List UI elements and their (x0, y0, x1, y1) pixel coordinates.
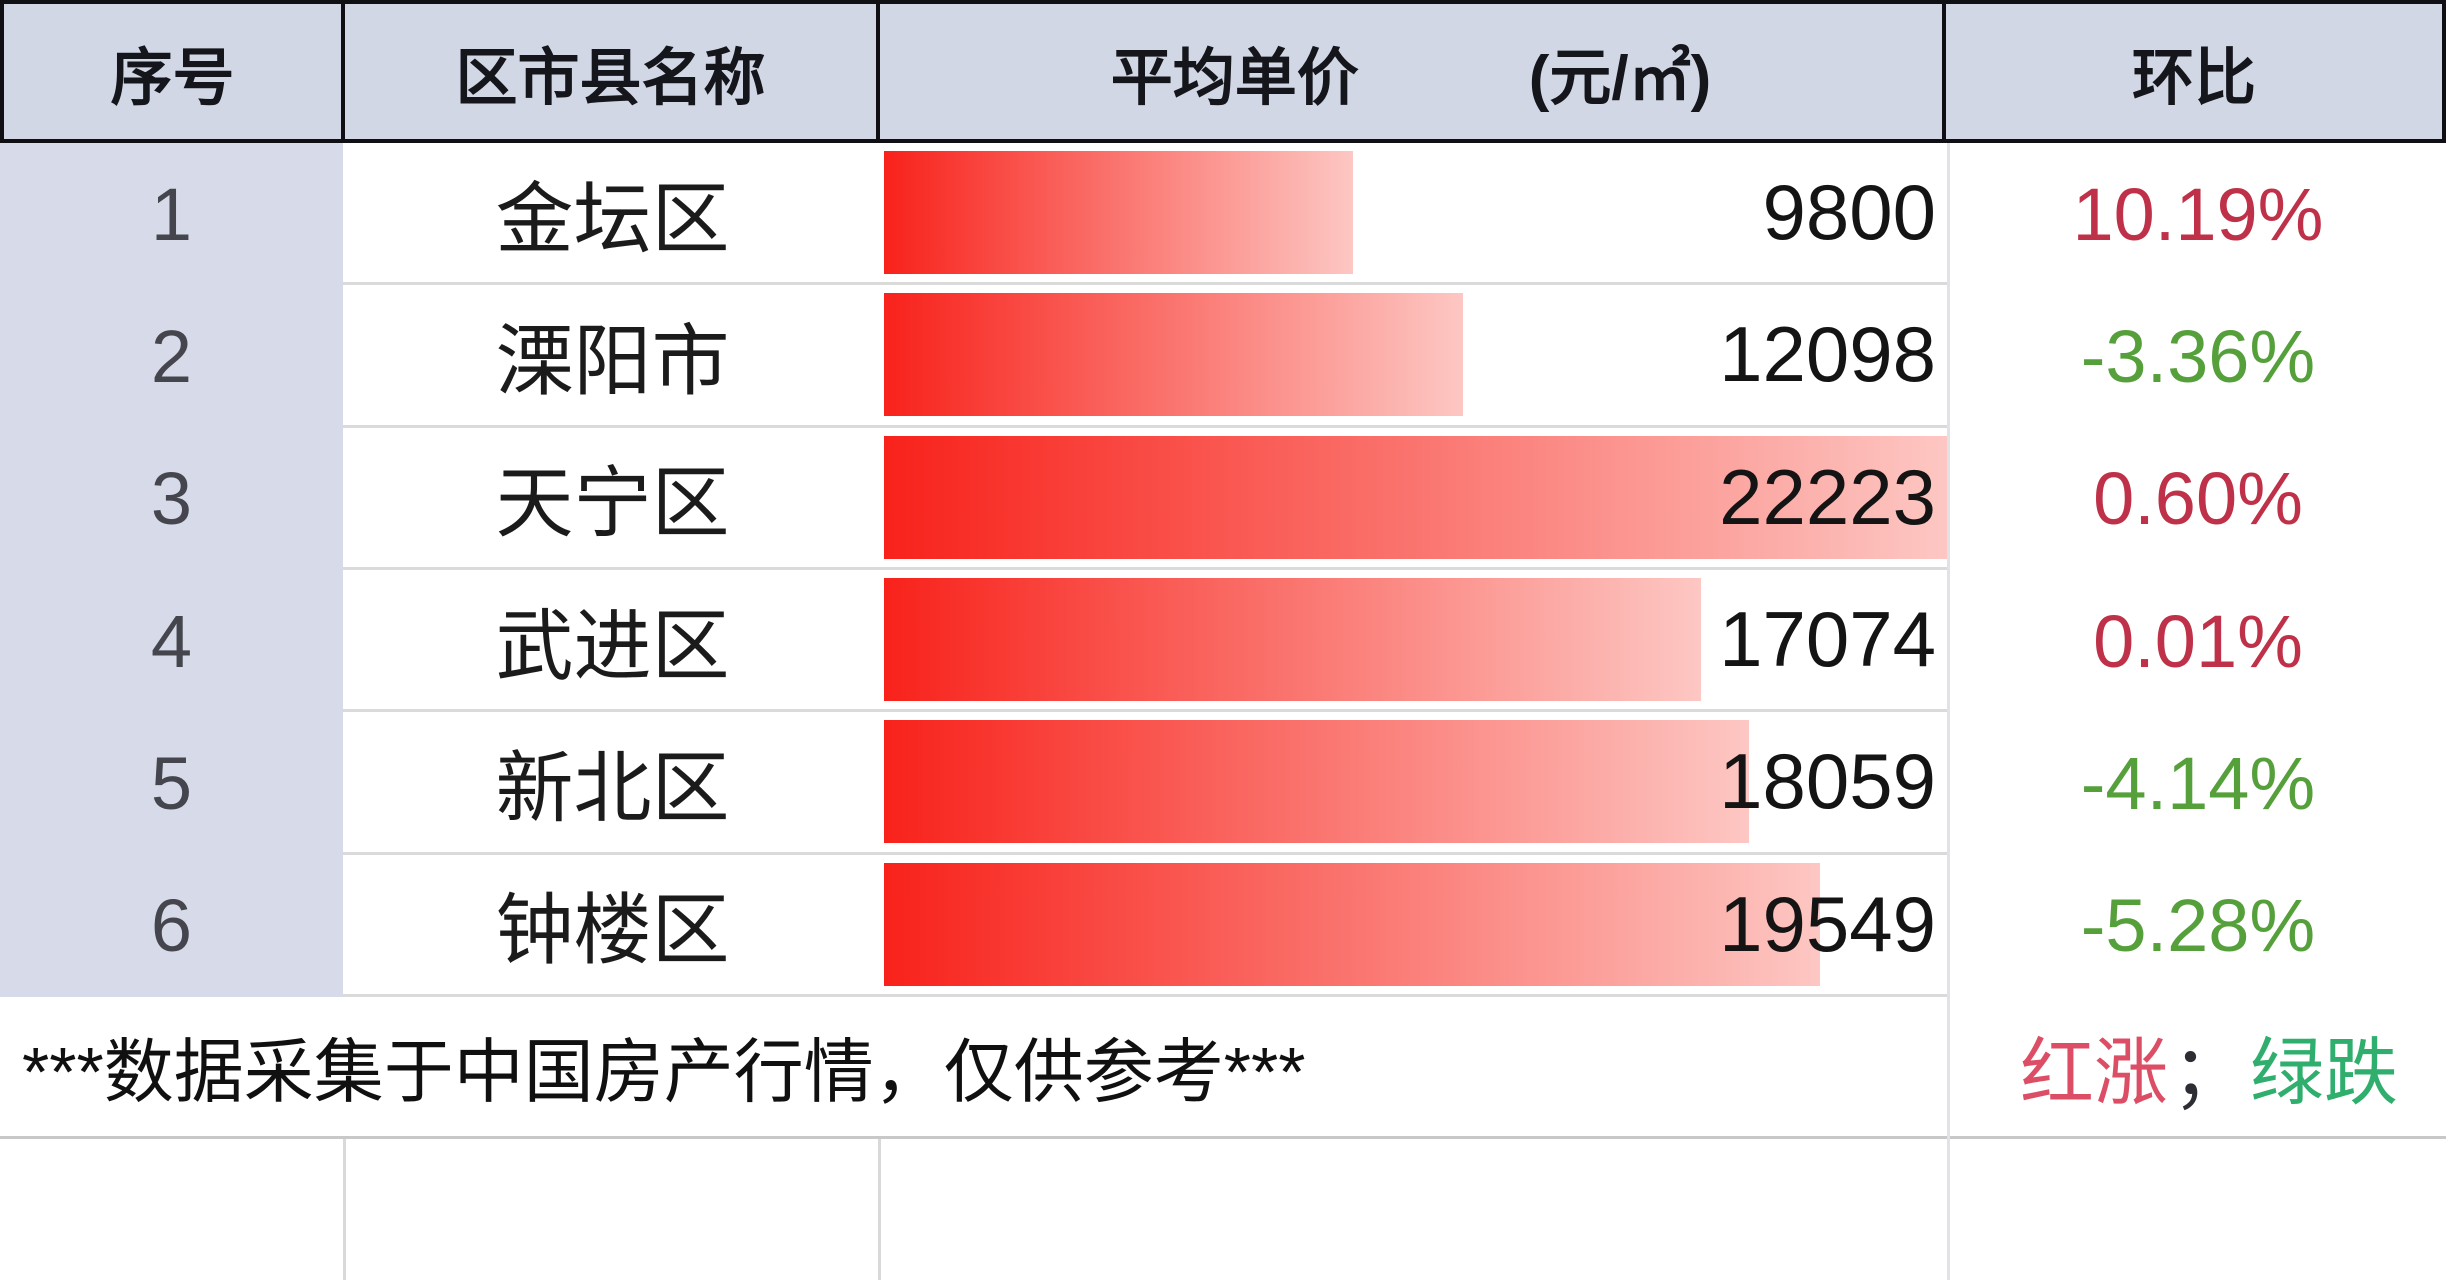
price-value: 9800 (1762, 168, 1936, 257)
cell-district: 钟楼区 (343, 855, 882, 997)
table-row: 4 武进区 17074 0.01% (0, 569, 2446, 713)
price-bar (884, 435, 1948, 559)
legend-separator: ； (2172, 1030, 2246, 1114)
price-value: 19549 (1719, 879, 1936, 968)
cell-price: 22223 (882, 428, 1950, 570)
cell-change: 10.19% (2072, 172, 2324, 256)
cell-index: 3 (0, 427, 343, 570)
cell-price: 12098 (882, 285, 1950, 428)
cell-district: 溧阳市 (343, 285, 882, 428)
footer-row: ***数据采集于中国房产行情，仅供参考*** 红涨 ； 绿跌 (0, 996, 2446, 1139)
cell-district: 新北区 (343, 712, 882, 855)
price-value: 17074 (1719, 595, 1936, 684)
cell-change: -3.36% (2080, 314, 2316, 398)
cell-index: 1 (0, 143, 343, 286)
cell-district: 金坛区 (343, 143, 882, 286)
table-body: 1 金坛区 9800 10.19% 2 溧阳市 12098 -3.36% 3 天… (0, 143, 2446, 997)
cell-index: 2 (0, 285, 343, 428)
cell-price: 9800 (882, 143, 1950, 286)
cell-price: 19549 (882, 855, 1950, 997)
cell-change: 0.60% (2093, 457, 2303, 541)
price-bar (884, 862, 1820, 986)
cell-price: 17074 (882, 570, 1950, 713)
table-header-row: 序号 区市县名称 平均单价 (元/㎡) 环比 (0, 0, 2446, 143)
table-row: 2 溧阳市 12098 -3.36% (0, 285, 2446, 428)
cell-index: 4 (0, 569, 343, 713)
legend-down-label: 绿跌 (2250, 1030, 2398, 1114)
header-cell-district: 区市县名称 (345, 4, 880, 139)
price-value: 12098 (1719, 310, 1936, 399)
price-bar (884, 151, 1353, 274)
price-value: 18059 (1719, 737, 1936, 826)
table-row: 5 新北区 18059 -4.14% (0, 712, 2446, 855)
table-row: 1 金坛区 9800 10.19% (0, 143, 2446, 286)
price-value: 22223 (1719, 452, 1936, 541)
footer-note: ***数据采集于中国房产行情，仅供参考*** (22, 1032, 1306, 1111)
cell-change: -5.28% (2080, 884, 2316, 968)
header-price-unit: (元/㎡) (1528, 43, 1712, 113)
table-row: 6 钟楼区 19549 -5.28% (0, 854, 2446, 997)
cell-district: 天宁区 (343, 428, 882, 570)
cell-price: 18059 (882, 712, 1950, 855)
header-cell-price: 平均单价 (元/㎡) (880, 4, 1946, 139)
cell-index: 5 (0, 712, 343, 855)
cell-change: -4.14% (2080, 741, 2316, 825)
price-bar (884, 577, 1701, 701)
header-change-label: 环比 (2131, 43, 2256, 113)
gridline-col2 (878, 1139, 881, 1280)
header-price-label: 平均单价 (1110, 43, 1359, 113)
color-legend: 红涨 ； 绿跌 (2020, 997, 2398, 1136)
price-bar (884, 720, 1749, 844)
gridline-col1 (343, 1139, 346, 1280)
cell-index: 6 (0, 854, 343, 997)
cell-district: 武进区 (343, 570, 882, 713)
price-bar (884, 293, 1463, 417)
cell-change: 0.01% (2093, 599, 2303, 683)
header-district-label: 区市县名称 (455, 43, 766, 113)
legend-up-label: 红涨 (2020, 1030, 2168, 1114)
header-cell-change: 环比 (1946, 4, 2442, 139)
header-index-label: 序号 (110, 43, 235, 113)
header-cell-index: 序号 (4, 4, 345, 139)
gridline-col3 (1947, 143, 1950, 1280)
table-row: 3 天宁区 22223 0.60% (0, 427, 2446, 570)
